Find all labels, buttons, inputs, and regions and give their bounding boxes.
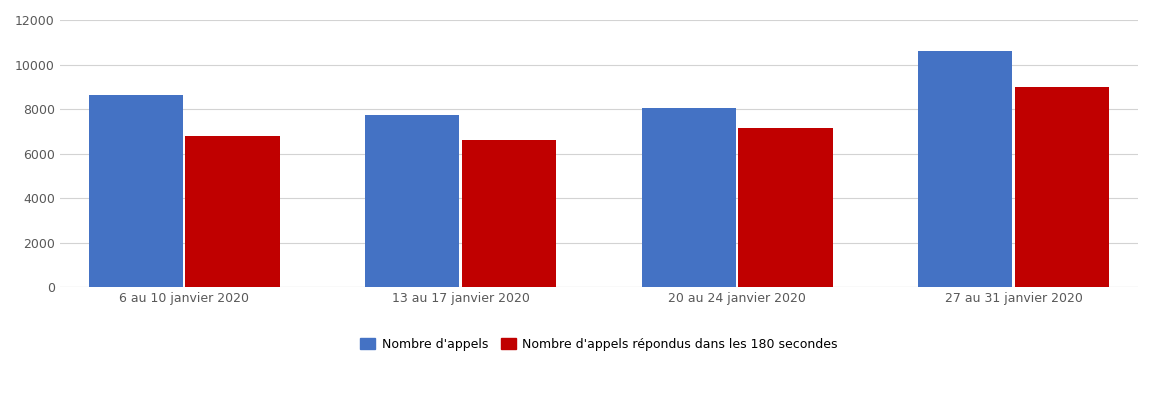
Bar: [1015, 87, 1109, 287]
Bar: [89, 94, 183, 287]
Legend: Nombre d'appels, Nombre d'appels répondus dans les 180 secondes: Nombre d'appels, Nombre d'appels répondu…: [355, 333, 843, 356]
Bar: [641, 108, 736, 287]
Bar: [366, 115, 459, 287]
Bar: [738, 128, 832, 287]
Bar: [462, 140, 556, 287]
Bar: [186, 136, 280, 287]
Bar: [918, 51, 1012, 287]
